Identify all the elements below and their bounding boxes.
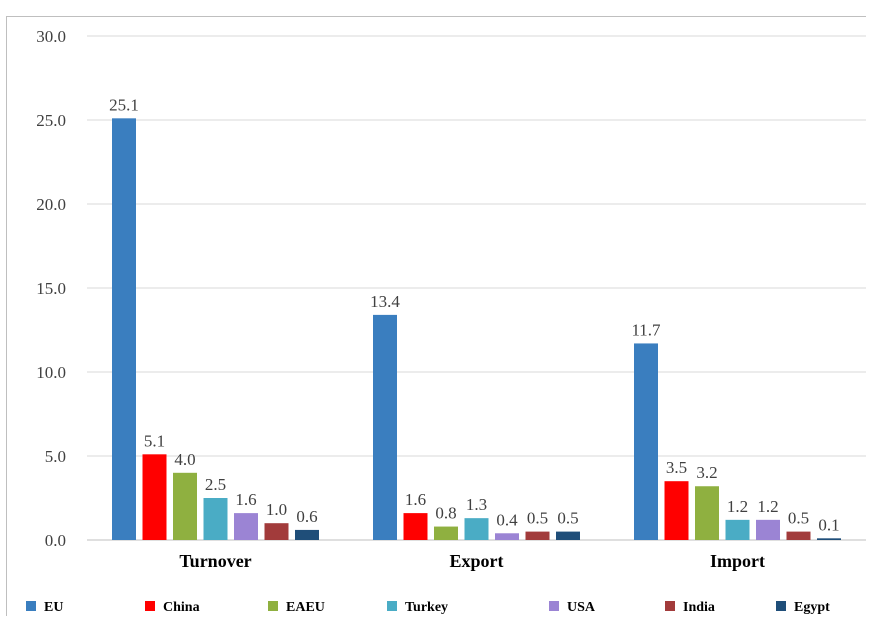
legend-label-turkey: Turkey [405, 600, 448, 615]
data-label: 0.1 [818, 515, 839, 534]
data-label: 2.5 [205, 475, 226, 494]
legend-swatch-egypt [776, 601, 786, 611]
bar-egypt-export [556, 531, 580, 540]
legend-swatch-usa [549, 601, 559, 611]
data-label: 1.3 [466, 495, 487, 514]
data-label: 0.4 [496, 510, 518, 529]
bar-turkey-import [725, 519, 750, 540]
data-label: 3.5 [666, 458, 687, 477]
legend-label-china: China [163, 600, 200, 615]
bar-china-export [403, 513, 428, 540]
bar-usa-export [495, 533, 519, 540]
bar-india-export [525, 531, 550, 540]
y-tick-label: 15.0 [36, 279, 66, 298]
bar-eu-import [634, 343, 658, 540]
bar-egypt-turnover [295, 529, 319, 540]
bar-india-turnover [264, 523, 289, 540]
data-label: 0.5 [788, 509, 809, 528]
bar-turkey-export [464, 518, 489, 540]
legend-label-india: India [683, 600, 715, 615]
bar-egypt-import [817, 538, 841, 540]
data-label: 4.0 [174, 450, 195, 469]
data-label: 1.2 [727, 497, 748, 516]
x-category-label: Import [710, 551, 765, 571]
y-tick-label: 20.0 [36, 195, 66, 214]
data-label: 25.1 [109, 95, 139, 114]
data-label: 0.8 [435, 504, 456, 523]
legend-swatch-china [145, 601, 155, 611]
bar-eaeu-export [434, 526, 458, 540]
bar-turkey-turnover [203, 498, 228, 540]
bar-eaeu-import [695, 486, 719, 540]
data-label: 0.5 [557, 509, 578, 528]
bar-india-import [786, 531, 811, 540]
data-label: 1.0 [266, 500, 287, 519]
legend-swatch-eaeu [268, 601, 278, 611]
y-tick-label: 30.0 [36, 27, 66, 46]
bar-eu-export [373, 314, 397, 540]
y-tick-label: 25.0 [36, 111, 66, 130]
bar-usa-turnover [234, 513, 258, 540]
data-label: 1.6 [405, 490, 426, 509]
bar-eaeu-turnover [173, 472, 197, 540]
data-label: 13.4 [370, 292, 400, 311]
legend-swatch-eu [26, 601, 36, 611]
bar-eu-turnover [112, 118, 136, 540]
y-tick-label: 10.0 [36, 363, 66, 382]
legend-swatch-india [665, 601, 675, 611]
x-category-label: Export [450, 551, 504, 571]
legend-swatch-turkey [387, 601, 397, 611]
y-tick-label: 0.0 [45, 531, 66, 550]
bar-china-turnover [142, 454, 167, 540]
bar-usa-import [756, 519, 780, 540]
data-label: 11.7 [631, 320, 661, 339]
legend-label-usa: USA [567, 600, 596, 615]
data-label: 0.6 [296, 507, 317, 526]
data-label: 1.6 [235, 490, 256, 509]
data-label: 3.2 [696, 463, 717, 482]
data-label: 5.1 [144, 431, 165, 450]
legend-label-eu: EU [44, 600, 63, 615]
bar-china-import [664, 481, 689, 540]
x-category-label: Turnover [179, 551, 251, 571]
chart-frame [6, 16, 866, 616]
y-tick-label: 5.0 [45, 447, 66, 466]
data-label: 0.5 [527, 509, 548, 528]
legend-label-eaeu: EAEU [286, 600, 325, 615]
legend-label-egypt: Egypt [794, 600, 830, 615]
data-label: 1.2 [757, 497, 778, 516]
